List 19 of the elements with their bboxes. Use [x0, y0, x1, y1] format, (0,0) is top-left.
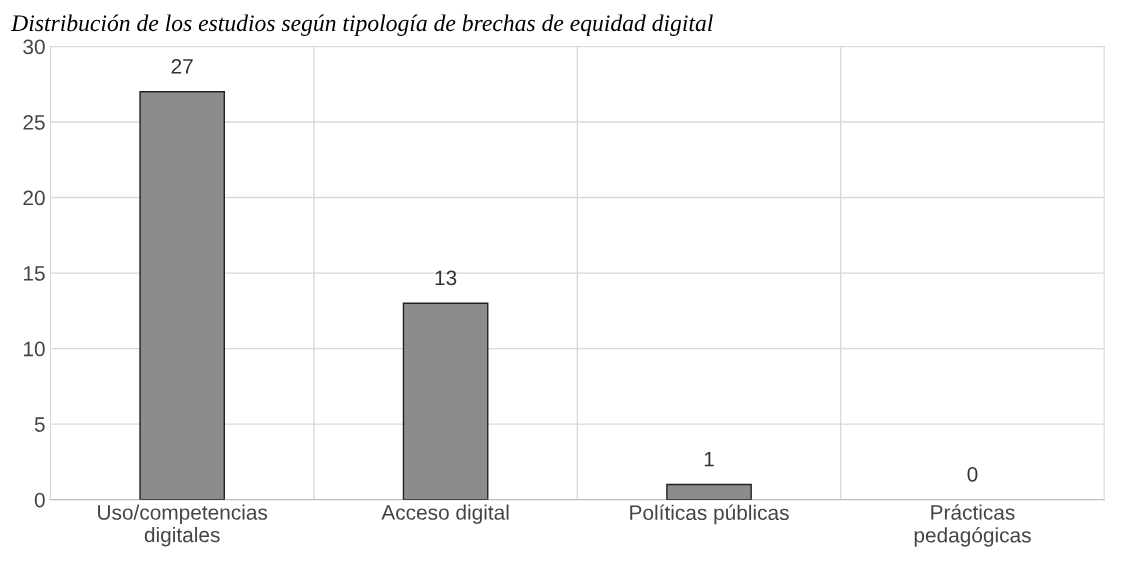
- data-label: 13: [435, 270, 457, 286]
- bar: [139, 91, 226, 500]
- data-label: 1: [704, 452, 714, 467]
- x-tick-label: Acceso digital: [381, 504, 509, 524]
- y-tick-label: 5: [34, 417, 45, 432]
- y-tick-label: 25: [23, 115, 45, 130]
- y-tick-label: 10: [24, 341, 45, 357]
- y-tick-label: 20: [23, 190, 45, 206]
- data-label: 0: [967, 466, 978, 482]
- bar: [666, 483, 752, 500]
- y-tick-label: 0: [34, 492, 45, 508]
- chart-title: Distribución de los estudios según tipología de brechas de equidad digital: [10, 14, 713, 36]
- y-tick-label: 15: [24, 266, 45, 281]
- x-tick-label: Uso/competencias digitales: [98, 504, 268, 547]
- x-tick-label: Prácticas pedagógicas: [914, 504, 1031, 547]
- data-label: 27: [171, 59, 193, 74]
- y-tick-label: 30: [23, 39, 45, 55]
- x-tick-label: Políticas públicas: [630, 504, 789, 525]
- bar: [402, 302, 489, 500]
